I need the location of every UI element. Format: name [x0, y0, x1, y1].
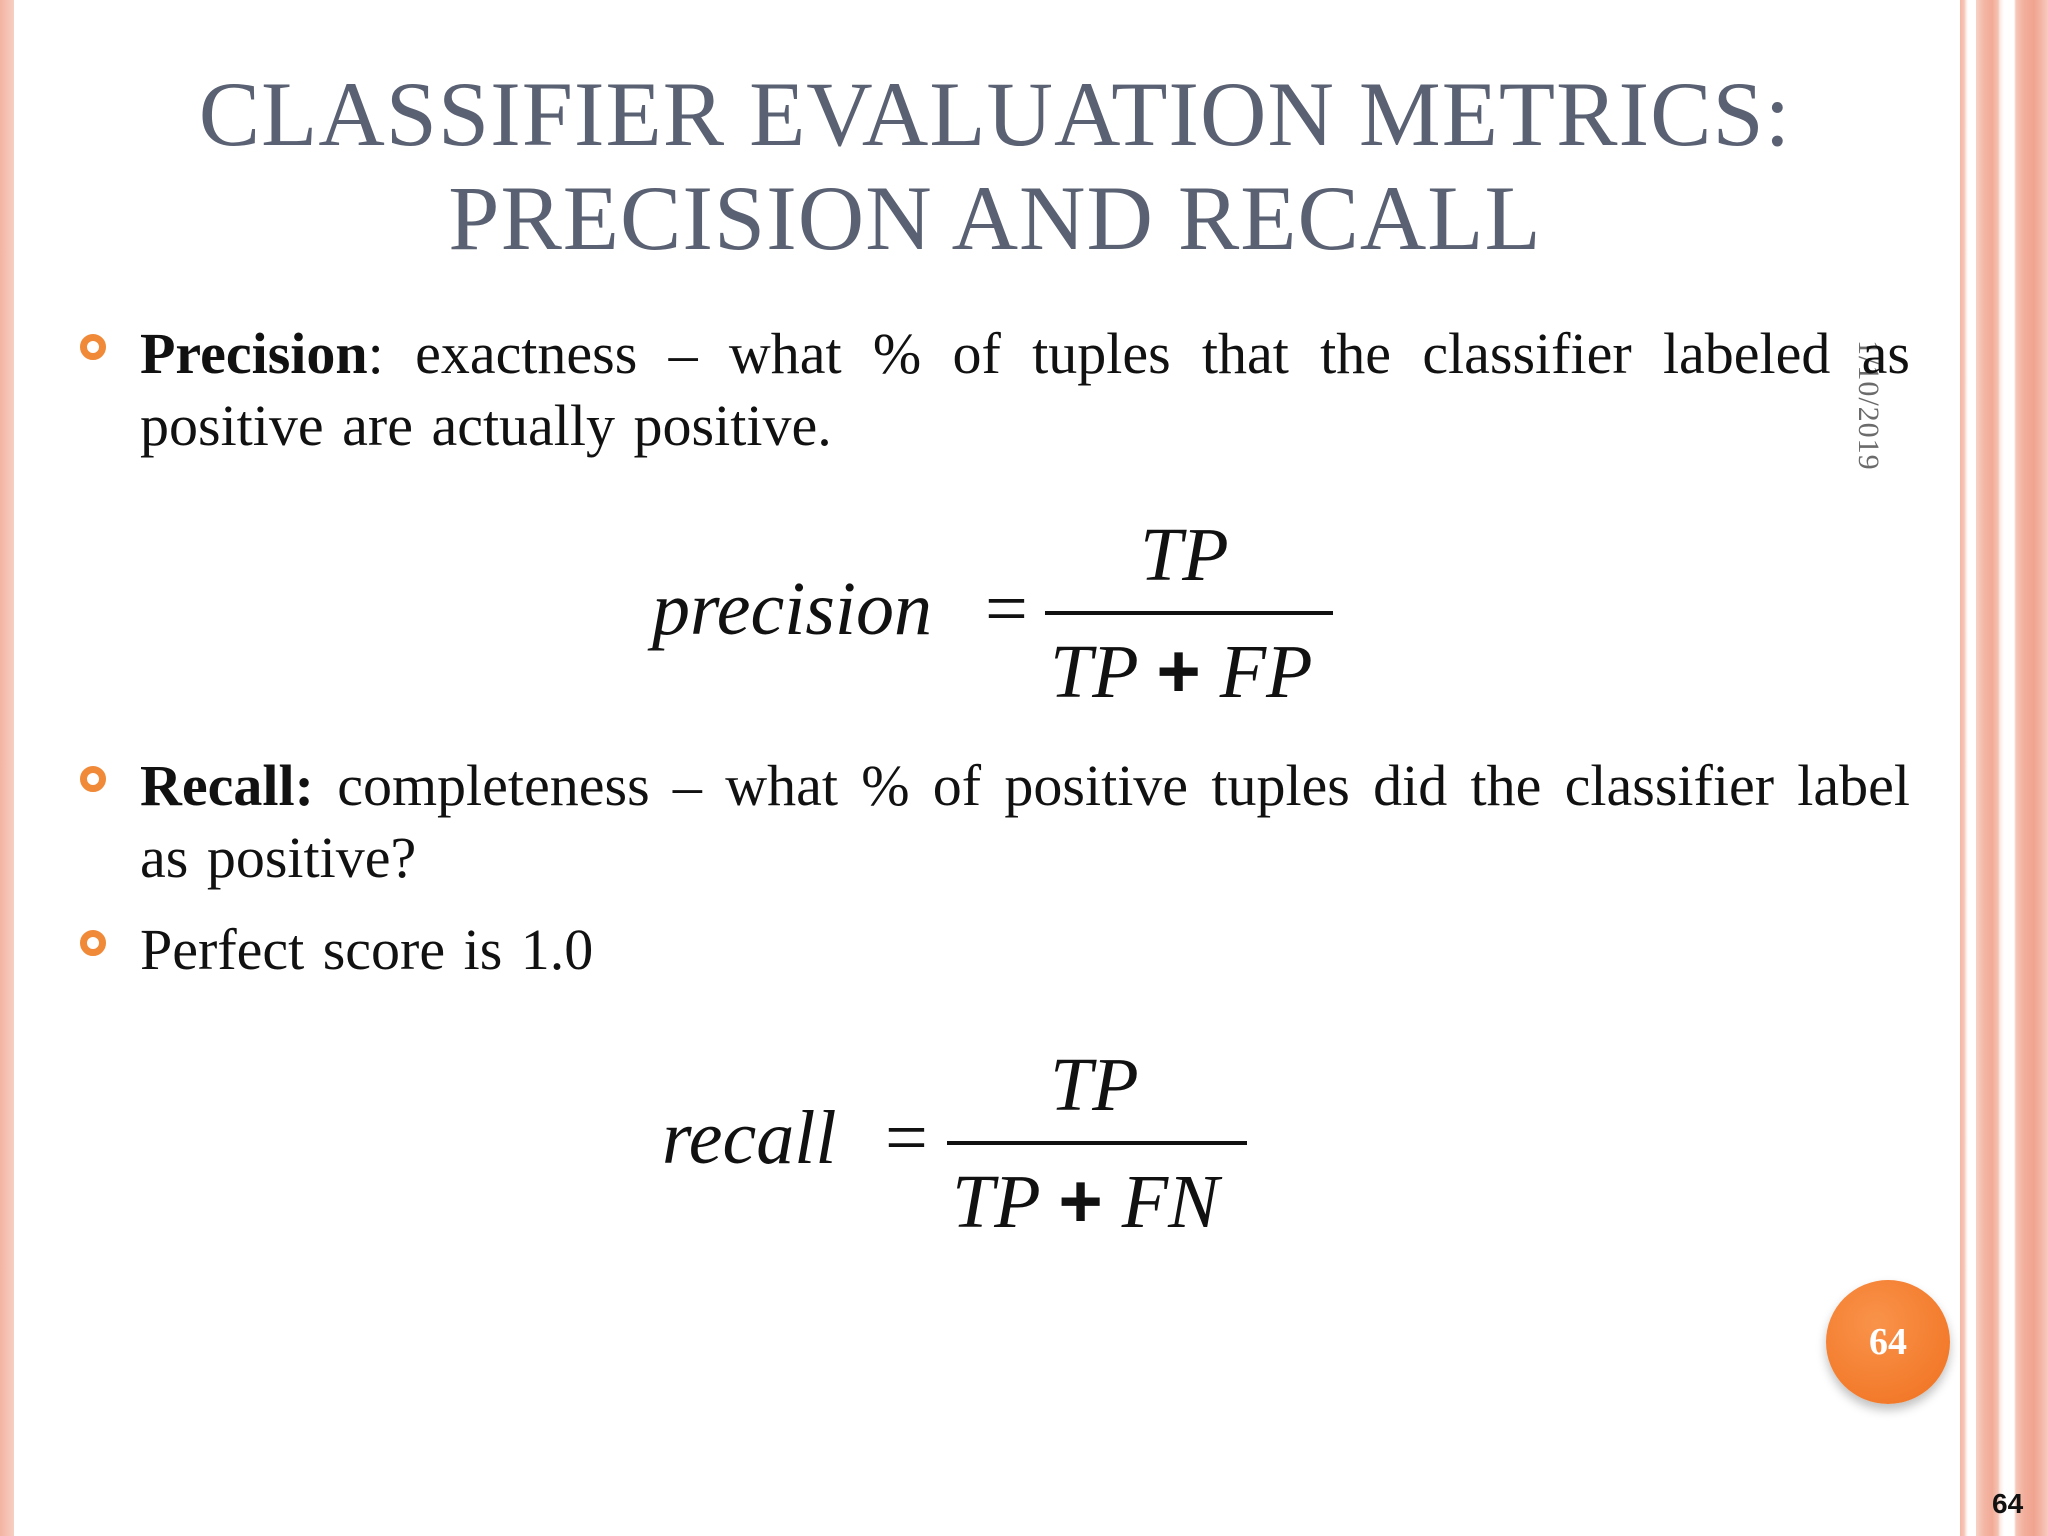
bullet-precision: Precision: exactness – what % of tuples …: [80, 318, 1910, 462]
bullet-term: Precision: [140, 321, 368, 386]
bullet-text: Perfect score is 1.0: [140, 914, 1910, 986]
bullet-body: Perfect score is 1.0: [140, 917, 594, 982]
page-number-badge: 64: [1826, 1280, 1950, 1404]
den-operator: +: [1156, 629, 1201, 714]
bullet-ring-icon: [80, 766, 106, 792]
bullet-text: Precision: exactness – what % of tuples …: [140, 318, 1910, 462]
recall-numerator: TP: [1050, 1043, 1139, 1127]
precision-fraction-bar: [1045, 611, 1333, 615]
bullet-perfect-score: Perfect score is 1.0: [80, 914, 1910, 986]
bullet-text: Recall: completeness – what % of positiv…: [140, 750, 1910, 894]
title-line-2: Precision and Recall: [448, 167, 1542, 269]
den-term-b: FP: [1219, 630, 1313, 714]
den-term-b: FN: [1121, 1160, 1219, 1244]
precision-lhs: precision: [652, 567, 933, 651]
den-term-a: TP: [952, 1160, 1040, 1244]
bullet-body: completeness – what % of positive tuples…: [140, 753, 1910, 890]
slide-number: 64: [1992, 1488, 2024, 1519]
bullet-recall: Recall: completeness – what % of positiv…: [80, 750, 1910, 894]
bullet-sep: :: [367, 321, 384, 386]
recall-fraction-bar: [947, 1141, 1247, 1145]
precision-denominator: TP + FP: [1050, 628, 1313, 716]
recall-lhs: recall: [662, 1096, 837, 1180]
slide-title: Classifier Evaluation Metrics: Precision…: [80, 62, 1910, 270]
recall-denominator: TP + FN: [952, 1158, 1219, 1246]
bullet-ring-icon: [80, 930, 106, 956]
title-line-1: Classifier Evaluation Metrics:: [198, 63, 1792, 165]
recall-equals: =: [885, 1096, 928, 1180]
left-decorative-stripe: [0, 0, 14, 1536]
bullet-term: Recall:: [140, 753, 314, 818]
den-operator: +: [1058, 1159, 1103, 1244]
precision-equals: =: [985, 567, 1028, 651]
bullet-ring-icon: [80, 334, 106, 360]
den-term-a: TP: [1050, 630, 1138, 714]
right-decorative-band: [1958, 0, 2048, 1536]
bullet-body: exactness – what % of tuples that the cl…: [140, 321, 1910, 458]
precision-numerator: TP: [1140, 513, 1229, 597]
